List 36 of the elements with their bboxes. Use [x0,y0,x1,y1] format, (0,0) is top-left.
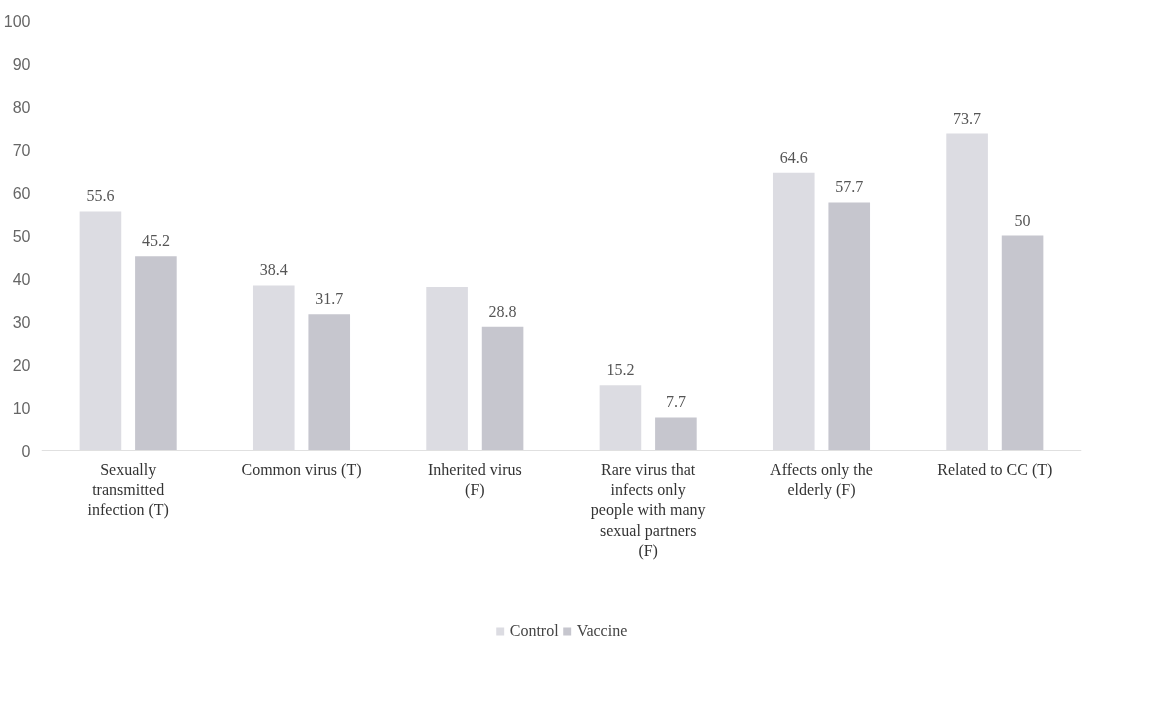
y-tick-label: 50 [12,227,31,245]
y-tick-label: 60 [12,184,31,202]
y-tick-label: 40 [12,270,31,288]
y-tick-label: 30 [12,313,31,331]
x-tick-label: Related to CC (T) [937,460,1053,479]
data-label: 57.7 [835,178,864,196]
legend-label: Vaccine [576,622,628,640]
bar [1001,235,1044,451]
y-tick-label: 80 [12,98,31,116]
data-label: 15.2 [606,361,635,379]
bar [135,256,177,451]
x-tick-label: Affects only the elderly (F) [770,460,873,499]
y-tick-label: 10 [12,399,31,417]
bar [481,326,524,451]
x-tick-label: Common virus (T) [241,460,362,479]
y-tick-label: 100 [3,12,31,30]
data-label: 28.8 [488,302,517,320]
x-tick-label: Sexually transmitted infection (T) [87,460,169,520]
data-label: 31.7 [315,290,344,308]
y-tick-label: 90 [12,55,31,73]
y-tick-label: 70 [12,141,31,159]
data-label: 38.4 [259,261,288,279]
y-tick-label: 20 [12,356,31,374]
data-label: 7.7 [665,393,686,411]
data-label: 50 [1014,211,1031,229]
legend-label: Control [509,622,559,640]
data-label: 64.6 [779,148,808,166]
x-tick-label: Inherited virus (F) [427,460,522,499]
bar [655,417,697,451]
bar [308,314,351,451]
bar [828,202,871,451]
x-tick-label: Rare virus that infects only people with many sexual partners (F) [590,460,706,561]
data-label: 45.2 [141,232,170,250]
data-label: 73.7 [953,109,982,127]
data-label: 55.6 [86,187,115,205]
y-tick-label: 0 [21,442,31,460]
